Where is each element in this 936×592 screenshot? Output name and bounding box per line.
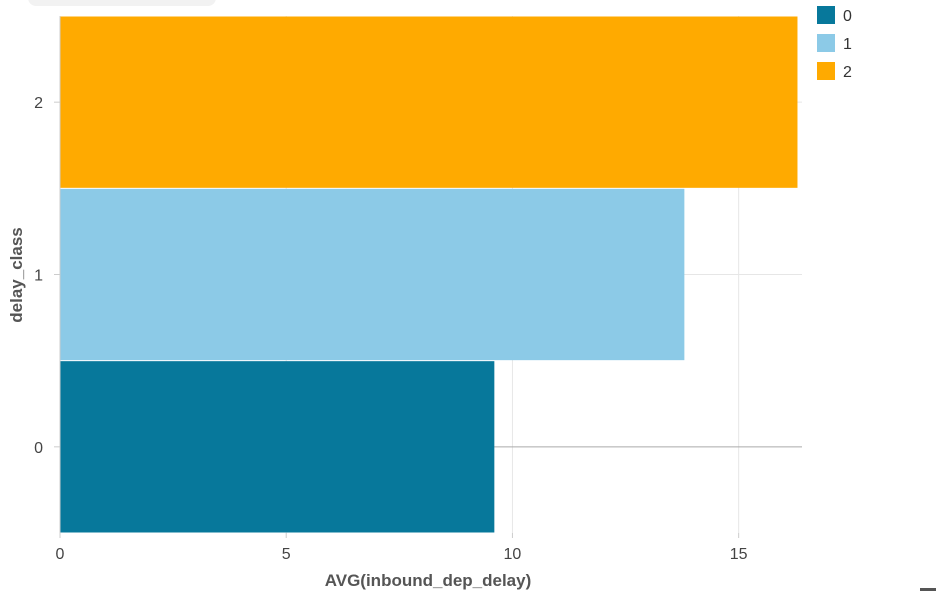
x-tick-label-0: 0 xyxy=(56,546,65,563)
bar-1[interactable] xyxy=(60,188,685,361)
y-tick-label-0: 0 xyxy=(34,440,43,457)
y-axis-title: delay_class xyxy=(7,227,26,322)
y-tick-label-2: 2 xyxy=(34,95,43,112)
legend-swatch-0[interactable] xyxy=(817,6,835,24)
x-tick-label-10: 10 xyxy=(504,546,522,563)
legend-swatch-1[interactable] xyxy=(817,34,835,52)
bar-2[interactable] xyxy=(60,16,798,188)
bars xyxy=(60,16,798,533)
top-toolbar-chip xyxy=(28,0,216,6)
bar-0[interactable] xyxy=(60,361,495,533)
corner-handle xyxy=(920,588,936,591)
axes: 0 5 10 15 0 1 2 xyxy=(34,16,748,563)
legend-label-0[interactable]: 0 xyxy=(843,8,852,25)
x-axis-title: AVG(inbound_dep_delay) xyxy=(325,571,532,590)
x-tick-label-5: 5 xyxy=(282,546,291,563)
x-tick-label-15: 15 xyxy=(730,546,748,563)
y-tick-label-1: 1 xyxy=(34,268,43,285)
legend-label-2[interactable]: 2 xyxy=(843,64,852,81)
legend: 0 1 2 xyxy=(817,6,852,81)
legend-swatch-2[interactable] xyxy=(817,62,835,80)
legend-label-1[interactable]: 1 xyxy=(843,36,852,53)
